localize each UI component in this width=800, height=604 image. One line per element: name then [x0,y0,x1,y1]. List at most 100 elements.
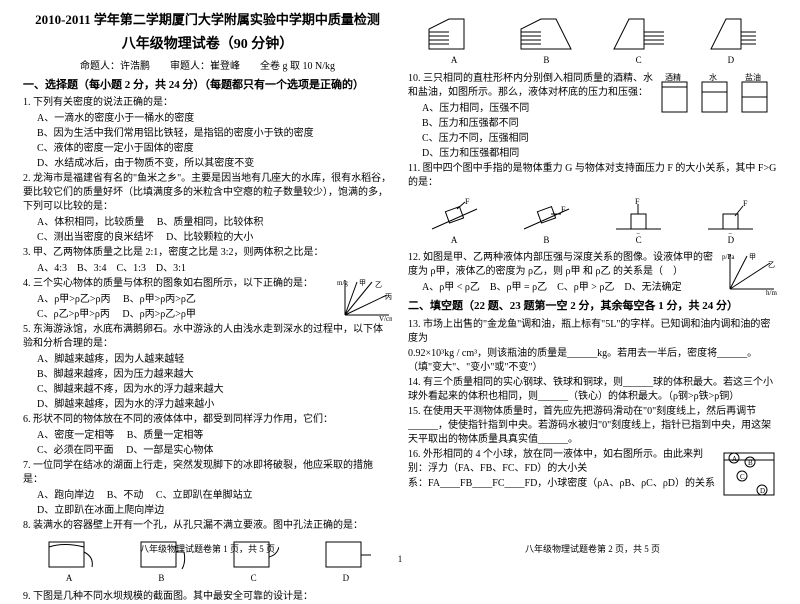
svg-text:m/g: m/g [337,279,348,287]
q5-stem: 5. 东海游泳馆，水底布满鹅卵石。水中游泳的人由浅水走到深水的过程中，以下体验和… [23,323,392,351]
q11-diag-c: FG C [611,194,666,248]
svg-text:A: A [732,455,737,463]
q10-beakers: 酒精 水 盐油 [657,72,777,117]
q6-d: D、一部是实心物体 [126,445,213,456]
q9-label-a: A [424,54,484,68]
q1-c: C、液体的密度一定小于固体的密度 [37,141,392,156]
svg-text:F: F [561,205,566,214]
q8-label-a: A [44,572,94,586]
q1-a: A、一滴水的密度小于一桶水的密度 [37,111,392,126]
q3-stem: 3. 甲、乙两物体质量之比是 2:1，密度之比是 3:2，则两体积之比是： [23,246,392,260]
q7-opts: A、跑向岸边 B、不动 C、立即趴在单脚站立 D、立即趴在冰面上爬向岸边 [23,488,392,518]
svg-text:B: B [748,459,753,467]
meta-line: 命题人：许浩鹏 审题人：崔登峰 全卷 g 取 10 N/kg [23,59,392,74]
q1-d: D、水结成冰后，由于物质不变，所以其密度不变 [37,156,392,171]
svg-text:丙: 丙 [385,293,392,301]
q6-c: C、必须在同平面 [37,445,114,456]
q5-d: D、脚越来越疼，因为水的浮力越来越小 [37,397,392,412]
q7-stem: 7. 一位同学在结冰的湖面上行走，突然发现脚下的冰即将破裂，他应采取的措施是： [23,459,392,487]
section1-header: 一、选择题（每小题 2 分，共 24 分）（每题都只有一个选项是正确的） [23,77,392,94]
q1-b: B、因为生活中我们常用铝比铁轻，是指铝的密度小于铁的密度 [37,126,392,141]
footer-left: 八年级物理试题卷第 1 页，共 5 页 [15,543,400,557]
q11-diag-d: FG D [703,194,758,248]
q10-c: C、压力不同，压强相同 [422,131,777,146]
svg-text:V/cm³: V/cm³ [379,315,392,322]
q9-label-b: B [516,54,576,68]
svg-text:p/Pa: p/Pa [722,253,735,261]
q9-stem: 9. 下图是几种不同水坝规模的截面图。其中最安全可靠的设计是： [23,590,392,604]
q14-stem: 14. 有三个质量相同的实心钢球、铁球和铜球，则______球的体积最大。若这三… [408,376,777,404]
q11-diag-a: F A [427,194,482,248]
section2-header: 二、填空题（22 题、23 题第一空 2 分，其余每空各 1 分，共 24 分） [408,298,777,315]
svg-text:乙: 乙 [375,281,382,289]
q3-opts: A、4:3 B、3:4 C、1:3 D、3:1 [23,261,392,276]
svg-text:甲: 甲 [359,279,366,287]
q8-label-d: D [321,572,371,586]
q8-label-b: B [136,572,186,586]
q9-diagrams: A B C D [408,14,777,68]
q2-c: C、测出当密度的良米结坏 [37,232,154,243]
q11-label-a: A [427,234,482,248]
q1-stem: 1. 下列有关密度的说法正确的是： [23,96,392,110]
q11-label-c: C [611,234,666,248]
q11-stem: 11. 图中四个图中手指的是物体重力 G 与物体对支持面压力 F 的大小关系，其… [408,162,777,190]
q7-b: B、不动 [107,490,144,501]
sub-title: 八年级物理试卷（90 分钟） [23,34,392,55]
q1-opts: A、一滴水的密度小于一桶水的密度 B、因为生活中我们常用铝比铁轻，是指铝的密度小… [23,111,392,171]
q7-d: D、立即趴在冰面上爬向岸边 [37,505,164,516]
q5-opts: A、脚越来越疼，因为人越来越轻 B、脚越来越疼，因为压力越来越大 C、脚越来越不… [23,352,392,412]
q2-b: B、质量相同，比较体积 [157,217,264,228]
svg-text:乙: 乙 [768,261,775,269]
page-number: 1 [398,553,403,567]
q2-opts: A、体积相同，比较质量 B、质量相同，比较体积 C、测出当密度的良米结坏 D、比… [23,215,392,245]
q11-diagrams: F A F B FG C FG D [408,194,777,248]
q5-c: C、脚越来越不疼，因为水的浮力越来越大 [37,382,392,397]
q2-a: A、体积相同，比较质量 [37,217,144,228]
q6-a: A、密度一定相等 [37,430,114,441]
q6-b: B、质量一定相等 [127,430,204,441]
svg-text:F: F [465,197,470,206]
q8-label-c: C [229,572,279,586]
q4-b: B、ρ甲>ρ丙>ρ乙 [123,294,196,305]
right-column: A B C D 酒精 [400,10,785,556]
q6-opts: A、密度一定相等 B、质量一定相等 C、必须在同平面 D、一部是实心物体 [23,428,392,458]
q8-stem: 8. 装满水的容器壁上开有一个孔，从孔只漏不满立要液。图中孔法正确的是： [23,519,392,533]
svg-text:甲: 甲 [749,253,756,261]
q4-c: C、ρ乙>ρ甲>ρ丙 [37,309,110,320]
q11-label-d: D [703,234,758,248]
main-title: 2010-2011 学年第二学期厦门大学附属实验中学期中质量检测 [23,10,392,30]
q16-balls: A B C D [722,448,777,498]
q4-d: D、ρ丙>ρ乙>ρ甲 [122,309,195,320]
q9-diag-a: A [424,14,484,68]
q7-a: A、跑向岸边 [37,490,94,501]
q7-c: C、立即趴在单脚站立 [156,490,253,501]
svg-text:h/m: h/m [766,289,777,296]
left-column: 2010-2011 学年第二学期厦门大学附属实验中学期中质量检测 八年级物理试卷… [15,10,400,556]
q9-label-c: C [609,54,669,68]
q10-b: B、压力和压强都不同 [422,116,777,131]
q11-diag-b: F B [519,194,574,248]
footer-right: 八年级物理试题卷第 2 页，共 5 页 [400,543,785,557]
q9-diag-d: D [701,14,761,68]
svg-text:C: C [740,473,745,481]
svg-text:水: 水 [709,72,717,82]
q2-d: D、比较颗粒的大小 [166,232,253,243]
q15-stem: 15. 在使用天平测物体质量时，首先应先把游码滑动在"0"刻度线上，然后再调节_… [408,405,777,447]
svg-text:D: D [760,487,765,495]
q13-cont: 0.92×10³kg / cm³，则该瓶油的质量是______kg。若用去一半后… [408,347,777,375]
q13-stem: 13. 市场上出售的"金龙鱼"调和油，瓶上标有"5L"的字样。已知调和油内调和油… [408,318,777,346]
svg-text:F: F [743,199,748,208]
q9-diag-c: C [609,14,669,68]
q6-stem: 6. 形状不同的物体放在不同的液体体中，都受到同样浮力作用，它们： [23,413,392,427]
q9-label-d: D [701,54,761,68]
q4-graph: m/g V/cm³ 甲 乙 丙 [337,277,392,322]
q10-d: D、压力和压强都相同 [422,146,777,161]
q11-label-b: B [519,234,574,248]
q4-a: A、ρ甲>ρ乙>ρ丙 [37,294,110,305]
svg-text:盐油: 盐油 [745,72,761,82]
svg-text:酒精: 酒精 [665,72,681,82]
q5-a: A、脚越来越疼，因为人越来越轻 [37,352,392,367]
q5-b: B、脚越来越疼，因为压力越来越大 [37,367,392,382]
q12-graph: p/Pa h/m 甲 乙 [722,251,777,296]
q9-diag-b: B [516,14,576,68]
